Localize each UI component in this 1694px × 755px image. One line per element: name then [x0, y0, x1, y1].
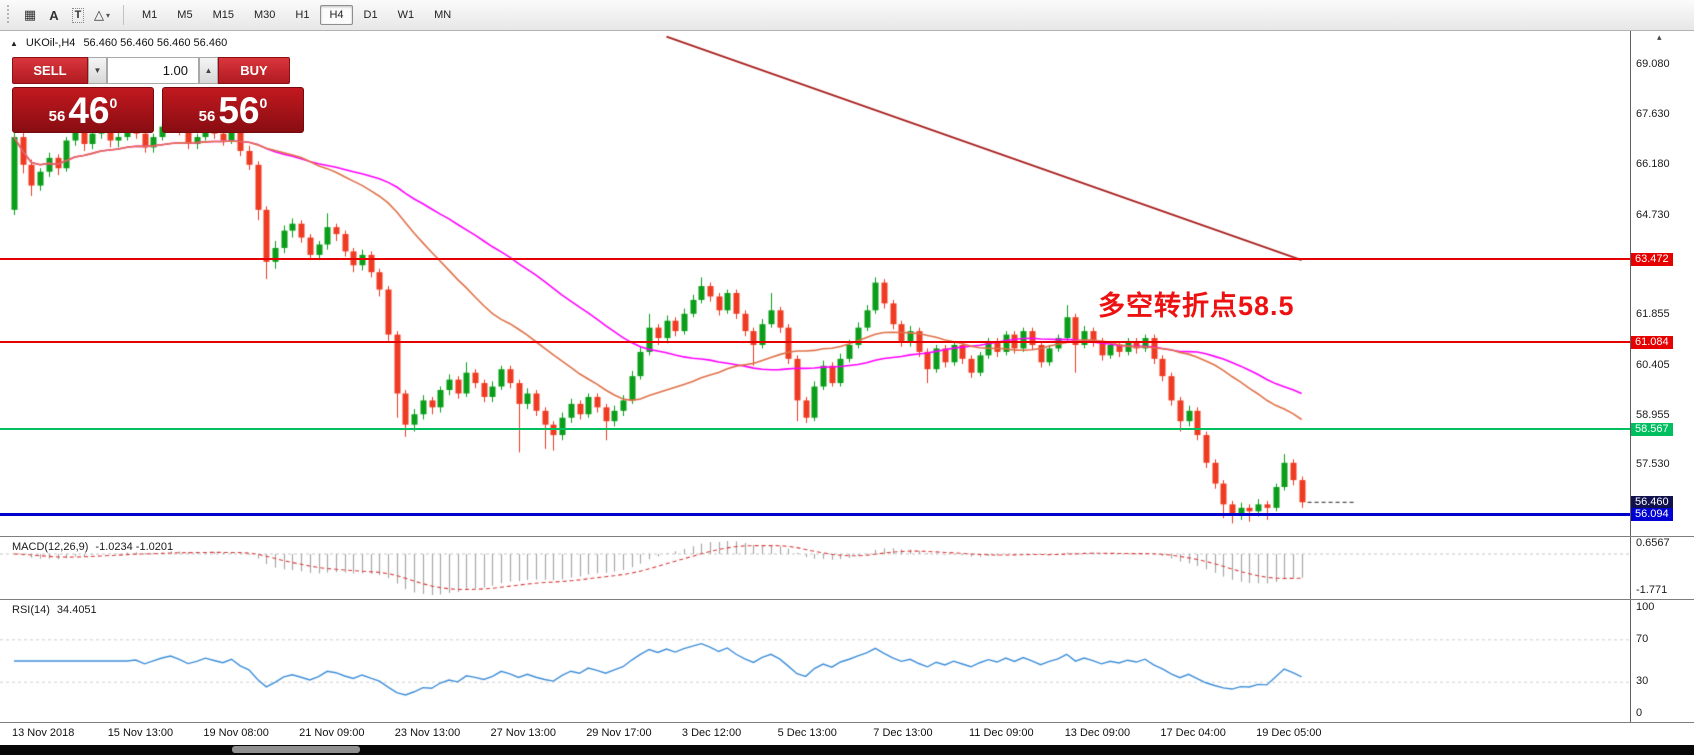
macd-axis-label: -1.771	[1636, 584, 1668, 596]
time-axis-label: 3 Dec 12:00	[681, 727, 742, 739]
macd-axis[interactable]: 0.6567 -1.771	[1630, 537, 1694, 599]
time-axis-label: 27 Nov 13:00	[490, 727, 556, 739]
time-axis-label: 17 Dec 04:00	[1160, 727, 1226, 739]
symbol-info: ▲ UKOil-,H4 56.460 56.460 56.460 56.460	[10, 37, 227, 49]
ask-price-big: 56	[218, 89, 260, 131]
time-axis-label: 19 Nov 08:00	[203, 727, 269, 739]
rsi-chart-canvas[interactable]	[0, 600, 1630, 722]
time-axis-label: 15 Nov 13:00	[107, 727, 174, 739]
macd-title: MACD(12,26,9)	[12, 541, 89, 553]
price-tick: 66.180	[1636, 158, 1670, 171]
volume-input[interactable]	[107, 57, 199, 84]
text-tool-icon[interactable]: A	[49, 7, 59, 23]
horizontal-scrollbar[interactable]	[0, 745, 1694, 755]
ask-price-prefix: 56	[198, 107, 216, 125]
volume-down-button[interactable]: ▼	[88, 57, 107, 84]
time-axis-label: 11 Dec 09:00	[969, 727, 1034, 739]
axis-scroll-icon[interactable]: ▴	[1657, 32, 1662, 42]
horizontal-line-61.084[interactable]	[0, 341, 1630, 344]
macd-values: -1.0234 -1.0201	[95, 541, 174, 553]
rsi-title: RSI(14)	[12, 604, 50, 616]
price-line-label: 56.460	[1631, 495, 1673, 509]
price-tick: 61.855	[1636, 308, 1670, 321]
price-tick: 67.630	[1636, 108, 1670, 121]
price-line-label: 63.472	[1631, 252, 1673, 266]
timeframe-m15[interactable]: M15	[212, 9, 234, 21]
price-line-label: 56.094	[1631, 508, 1673, 522]
toolbar: ▦ A T △ ▾ M1 M5 M15 M30 H1 H4 D1 W1 MN	[0, 0, 1694, 31]
scrollbar-thumb[interactable]	[232, 746, 360, 753]
macd-panel[interactable]: MACD(12,26,9) -1.0234 -1.0201 0.6567 -1.7…	[0, 537, 1694, 600]
rsi-axis-label: 0	[1636, 707, 1643, 719]
text-label-tool-icon[interactable]: T	[66, 4, 90, 26]
rsi-axis-label: 100	[1636, 601, 1655, 613]
timeframe-w1[interactable]: W1	[397, 9, 415, 21]
horizontal-line-63.472[interactable]	[0, 258, 1630, 261]
time-axis-label: 13 Nov 2018	[12, 727, 75, 739]
timeframe-d1[interactable]: D1	[363, 9, 378, 21]
ask-price-sup: 0	[259, 95, 268, 111]
time-axis-label: 29 Nov 17:00	[586, 727, 652, 739]
timeframe-h1[interactable]: H1	[295, 9, 310, 21]
time-axis-label: 5 Dec 13:00	[777, 727, 837, 739]
time-axis[interactable]: 13 Nov 2018 15 Nov 13:00 19 Nov 08:00 21 No…	[0, 723, 1694, 745]
rsi-value: 34.4051	[56, 604, 97, 616]
symbol-ohlc: 56.460 56.460 56.460 56.460	[83, 37, 228, 49]
rsi-panel[interactable]: RSI(14) 34.4051 100 70 30 0	[0, 600, 1694, 723]
price-axis[interactable]: ▴ 69.080 67.630 66.180 64.730 61.855 60.405 58…	[1630, 31, 1694, 536]
horizontal-line-56.094[interactable]	[0, 513, 1630, 517]
price-tick: 64.730	[1636, 208, 1670, 221]
time-axis-label: 21 Nov 09:00	[299, 727, 365, 739]
bid-price-prefix: 56	[48, 107, 66, 125]
timeframe-mn[interactable]: MN	[434, 9, 452, 21]
timeframe-group: M1 M5 M15 M30 H1 H4 D1 W1 MN	[133, 5, 460, 25]
bid-price-box[interactable]: 56 46 0	[12, 87, 154, 133]
rsi-axis[interactable]: 100 70 30 0	[1630, 600, 1694, 722]
price-tick: 57.530	[1636, 458, 1670, 471]
toolbar-separator	[123, 5, 124, 25]
rsi-axis-label: 30	[1636, 675, 1649, 688]
symbol-name: UKOil-,H4	[25, 37, 76, 49]
shapes-tool-icon[interactable]: △ ▾	[93, 7, 110, 22]
time-axis-label: 19 Dec 05:00	[1256, 727, 1322, 739]
trade-prices-row: 56 46 0 56 56 0	[12, 87, 312, 133]
sell-button[interactable]: SELL	[12, 57, 88, 84]
time-axis-label: 13 Dec 09:00	[1064, 727, 1131, 739]
chart-icon: ▲	[10, 38, 18, 48]
trade-controls-row: SELL ▼ ▲ BUY	[12, 57, 312, 84]
macd-label: MACD(12,26,9) -1.0234 -1.0201	[12, 541, 173, 553]
macd-axis-label: 0.6567	[1636, 537, 1670, 549]
chevron-down-icon: ▾	[105, 10, 110, 20]
volume-up-button[interactable]: ▲	[199, 57, 218, 84]
objects-grid-icon[interactable]: ▦	[23, 7, 37, 22]
bid-price-big: 46	[68, 89, 110, 131]
rsi-axis-label: 70	[1636, 632, 1649, 645]
chart-area[interactable]: ▲ UKOil-,H4 56.460 56.460 56.460 56.460 …	[0, 31, 1694, 537]
rsi-label: RSI(14) 34.4051	[12, 604, 97, 616]
timeframe-h4[interactable]: H4	[320, 5, 353, 25]
drawing-tools-group: ▦ A T △ ▾	[18, 4, 114, 26]
timeframe-m30[interactable]: M30	[253, 9, 276, 21]
ask-price-box[interactable]: 56 56 0	[162, 87, 304, 133]
bid-price-sup: 0	[109, 95, 118, 111]
toolbar-grip[interactable]	[5, 5, 11, 25]
time-axis-label: 23 Nov 13:00	[394, 727, 461, 739]
price-line-label: 58.567	[1631, 422, 1673, 436]
price-tick: 58.955	[1636, 408, 1670, 421]
buy-button[interactable]: BUY	[218, 57, 290, 84]
price-tick: 69.080	[1636, 58, 1670, 70]
macd-chart-canvas[interactable]	[0, 537, 1630, 599]
chart-annotation-text: 多空转折点58.5	[1098, 291, 1295, 321]
price-line-label: 61.084	[1631, 335, 1673, 349]
timeframe-m1[interactable]: M1	[142, 9, 158, 21]
horizontal-line-58.567[interactable]	[0, 428, 1630, 431]
timeframe-m5[interactable]: M5	[177, 9, 193, 21]
price-tick: 60.405	[1636, 358, 1670, 371]
time-axis-label: 7 Dec 13:00	[873, 727, 933, 739]
